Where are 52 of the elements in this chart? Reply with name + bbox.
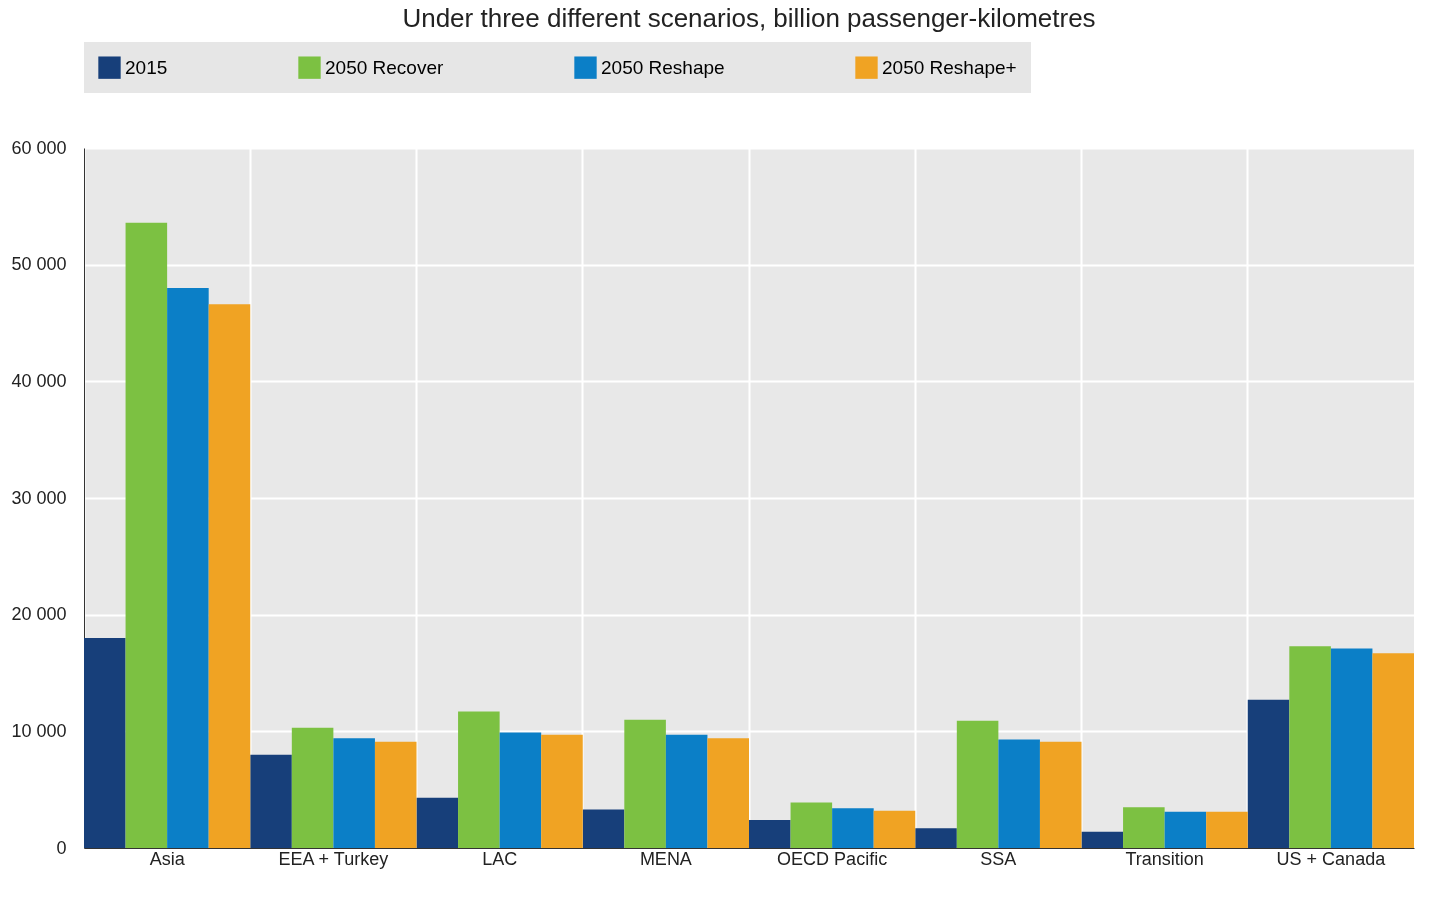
bar (998, 739, 1040, 848)
bar (956, 720, 999, 848)
bar (749, 820, 791, 848)
bar (1081, 831, 1124, 848)
bar (458, 711, 500, 848)
bar (1289, 646, 1331, 848)
bar (873, 810, 916, 848)
bar (125, 222, 168, 848)
y-tick-label: 20 000 (11, 604, 67, 625)
bar (1039, 741, 1082, 848)
y-tick-label: 30 000 (11, 487, 67, 508)
bar (915, 828, 957, 848)
bar (499, 732, 542, 848)
chart-title: Under three different scenarios, billion passenger-kilometres (402, 3, 1096, 33)
bar (1372, 653, 1414, 848)
x-tick-label: Asia (149, 848, 186, 869)
bar (208, 304, 251, 848)
bar (1164, 811, 1207, 848)
bar (374, 741, 417, 848)
y-tick-label: 40 000 (11, 370, 67, 391)
bar (1123, 807, 1165, 848)
bar (832, 808, 874, 848)
bar (84, 638, 126, 848)
y-tick-label: 0 (56, 837, 67, 858)
legend-label: 2015 (125, 56, 168, 78)
bar (665, 734, 708, 848)
legend-label: 2050 Reshape+ (882, 56, 1017, 78)
x-tick-label: EEA + Turkey (278, 848, 389, 869)
bar (624, 719, 666, 848)
bar (333, 738, 375, 848)
bar (790, 802, 833, 848)
bar (707, 738, 749, 848)
bar (416, 797, 459, 848)
bar (582, 809, 625, 848)
bar (167, 288, 209, 848)
y-tick-label: 60 000 (11, 137, 67, 158)
x-tick-label: OECD Pacific (777, 848, 888, 869)
bar (250, 754, 292, 848)
bar (1206, 811, 1248, 848)
x-tick-label: Transition (1125, 848, 1204, 869)
x-tick-label: MENA (639, 848, 692, 869)
x-tick-label: US + Canada (1276, 848, 1387, 869)
bar (1330, 648, 1373, 848)
x-tick-label: SSA (980, 848, 1017, 869)
legend-label: 2050 Reshape (601, 56, 725, 78)
bar (1247, 699, 1290, 848)
legend-label: 2050 Recover (325, 56, 444, 78)
y-tick-label: 10 000 (11, 720, 67, 741)
x-tick-label: LAC (482, 848, 518, 869)
y-tick-label: 50 000 (11, 254, 67, 275)
bar (291, 727, 334, 848)
bar (541, 734, 583, 848)
